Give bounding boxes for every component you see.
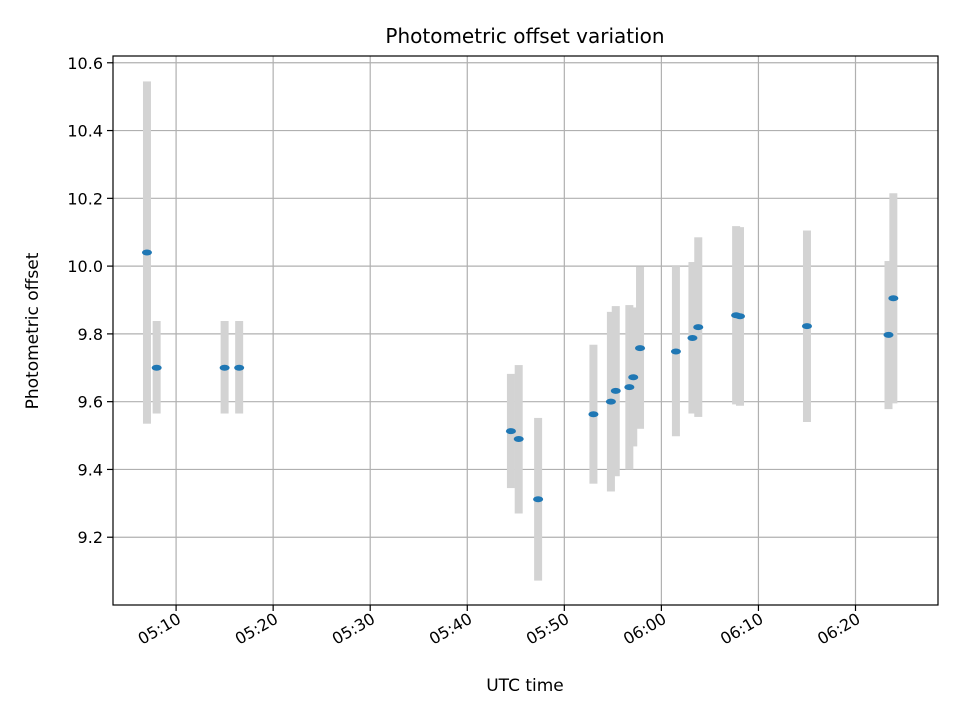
y-axis-ticks: 9.2 9.4 9.6 9.8 10.0 10.2 10.4 10.6 — [67, 54, 113, 547]
data-point — [735, 313, 745, 320]
y-tick-label: 10.0 — [67, 257, 103, 276]
y-tick-label: 10.4 — [67, 122, 103, 141]
data-point — [801, 323, 812, 330]
data-point — [513, 435, 524, 442]
y-axis-label: Photometric offset — [23, 252, 43, 409]
y-tick-label: 9.4 — [78, 460, 103, 479]
y-tick-label: 9.6 — [78, 393, 103, 412]
data-point — [693, 324, 704, 331]
y-tick-label: 10.6 — [67, 54, 103, 73]
data-point — [624, 384, 635, 391]
data-point — [533, 496, 544, 503]
data-point — [505, 428, 516, 435]
data-point — [670, 348, 681, 355]
data-point — [588, 411, 599, 418]
data-point — [888, 295, 899, 302]
chart-title: Photometric offset variation — [385, 24, 664, 48]
data-point — [610, 387, 621, 394]
data-point — [628, 374, 639, 381]
grid — [113, 56, 938, 605]
y-tick-label: 10.2 — [67, 189, 103, 208]
data-point — [151, 364, 162, 371]
y-tick-label: 9.2 — [78, 528, 103, 547]
data-point — [687, 334, 698, 341]
data-point — [141, 249, 152, 256]
x-axis-label: UTC time — [486, 676, 564, 696]
data-point — [234, 364, 245, 371]
data-points — [141, 249, 899, 503]
data-point — [605, 398, 616, 405]
data-point — [219, 364, 230, 371]
y-tick-label: 9.8 — [78, 325, 103, 344]
plot-area — [113, 56, 938, 605]
plot-frame — [112, 55, 939, 606]
data-point — [635, 345, 646, 352]
data-point — [883, 331, 894, 338]
